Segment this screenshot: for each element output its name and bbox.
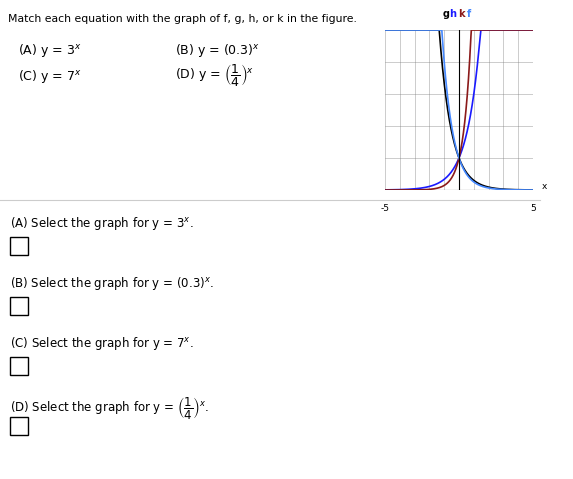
Text: x: x xyxy=(542,182,547,191)
Text: (C) Select the graph for y = 7$^x$.: (C) Select the graph for y = 7$^x$. xyxy=(10,335,194,352)
Text: -5: -5 xyxy=(380,205,390,214)
Text: h: h xyxy=(450,9,457,19)
Text: (B) Select the graph for y = (0.3)$^x$.: (B) Select the graph for y = (0.3)$^x$. xyxy=(10,275,214,292)
Text: Match each equation with the graph of f, g, h, or k in the figure.: Match each equation with the graph of f,… xyxy=(8,14,357,24)
Text: g: g xyxy=(442,9,449,19)
Text: 5: 5 xyxy=(530,205,536,214)
Text: (D) Select the graph for y = $\left(\dfrac{1}{4}\right)^x$.: (D) Select the graph for y = $\left(\dfr… xyxy=(10,395,209,421)
Text: (C) y = 7$^x$: (C) y = 7$^x$ xyxy=(18,68,81,85)
Text: (A) Select the graph for y = 3$^x$.: (A) Select the graph for y = 3$^x$. xyxy=(10,215,194,232)
Text: (D) y = $\left(\dfrac{1}{4}\right)^x$: (D) y = $\left(\dfrac{1}{4}\right)^x$ xyxy=(175,62,254,88)
Bar xyxy=(10,417,28,435)
Text: (A) y = 3$^x$: (A) y = 3$^x$ xyxy=(18,42,81,59)
Bar xyxy=(10,297,28,315)
Text: f: f xyxy=(467,9,472,19)
Bar xyxy=(10,237,28,255)
Bar xyxy=(10,357,28,375)
Text: (B) y = (0.3)$^x$: (B) y = (0.3)$^x$ xyxy=(175,42,260,59)
Text: k: k xyxy=(458,9,465,19)
